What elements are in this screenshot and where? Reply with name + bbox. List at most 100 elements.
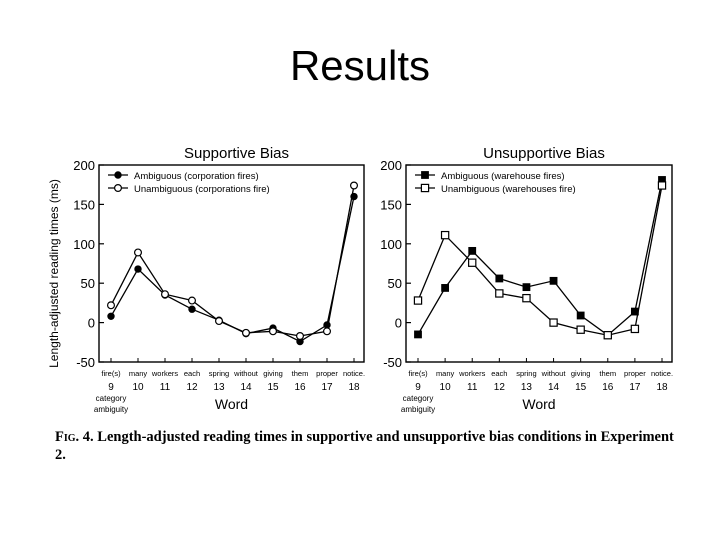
y-tick-label: 50 [81,276,95,291]
chart-title: Unsupportive Bias [483,145,605,162]
legend-label: Unambiguous (warehouses fire) [441,184,576,195]
data-point-1 [441,284,450,292]
x-tick-label: 12 [494,382,506,393]
legend-marker [420,183,430,193]
data-point-2 [133,248,142,257]
x-word-label: them [292,369,309,378]
x-word-label: notice. [651,369,673,378]
data-point-2 [323,327,332,336]
y-tick-label: 100 [380,237,402,252]
x-tick-label: 15 [267,382,279,393]
x-word-label: spring [516,369,536,378]
legend-marker [114,171,122,179]
x-word-label: proper [316,369,338,378]
x-word-label: each [184,369,200,378]
legend-label: Unambiguous (corporations fire) [134,184,270,195]
y-tick-label: 100 [73,237,95,252]
x-word-label: giving [263,369,283,378]
data-point-2 [106,301,115,310]
data-point-1 [495,274,504,283]
data-point-2 [160,290,169,299]
x-tick-label: 18 [348,382,360,393]
y-tick-label: 200 [380,158,402,173]
x-note-line-1: category [403,394,434,403]
x-word-label: fire(s) [408,369,428,378]
y-tick-label: 50 [388,276,402,291]
slide-title: Results [289,42,431,89]
x-word-label: many [436,369,455,378]
data-point-2 [576,325,585,334]
legend-marker [113,183,122,192]
data-point-2 [413,296,423,305]
data-point-1 [576,311,585,320]
plot-frame [98,164,365,363]
data-point-2 [549,318,558,327]
data-point-2 [188,296,197,305]
chart-panel-2: Unsupportive Bias 200 150 100 50 0 -50 fire(s) 9… [380,145,673,414]
y-axis-label: Length-adjusted reading times (ms) [47,179,61,368]
data-point-2 [630,324,640,334]
x-tick-label: 17 [321,382,333,393]
caption-text: Length-adjusted reading times in support… [55,429,674,463]
figure-caption: Fig. 4. Length-adjusted reading times in… [55,428,685,464]
y-tick-label: 200 [73,158,95,173]
x-tick-label: 16 [294,382,306,393]
data-point-2 [215,317,224,326]
x-tick-label: 13 [521,382,533,393]
x-tick-label: 9 [108,382,114,393]
y-tick-label: -50 [76,355,95,370]
data-point-1 [468,246,477,255]
caption-label: Fig. 4. [55,429,94,445]
x-tick-label: 16 [602,382,614,393]
y-tick-label: 150 [73,197,95,212]
x-word-label: fire(s) [101,369,121,378]
data-point-2 [657,181,667,190]
data-point-2 [522,293,531,303]
chart-panel-1: Supportive Bias 200 150 100 50 0 -50 Length-adj… [47,145,365,414]
data-point-1 [522,283,531,292]
legend-label: Ambiguous (corporation fires) [134,171,259,182]
x-word-label: many [129,369,148,378]
x-tick-label: 11 [467,382,478,393]
x-word-label: giving [571,369,591,378]
data-point-2 [242,328,251,337]
data-point-1 [549,276,558,285]
x-tick-label: 12 [186,382,198,393]
y-tick-label: 0 [395,316,402,331]
data-point-1 [414,330,422,339]
x-word-label: each [491,369,507,378]
x-tick-label: 17 [629,382,641,393]
series-line-2 [417,185,663,336]
data-point-2 [350,181,359,190]
x-note-line-2: ambiguity [401,405,435,414]
data-point-2 [440,230,450,240]
data-point-2 [495,289,504,298]
plot-frame [405,164,673,363]
x-axis-label: Word [522,396,555,412]
data-point-1 [107,312,115,320]
data-point-1 [188,305,196,313]
x-note-line-2: ambiguity [94,405,128,414]
figure: Supportive Bias 200 150 100 50 0 -50 Length-adj… [47,145,673,414]
y-tick-label: 150 [380,197,402,212]
x-tick-label: 15 [575,382,587,393]
data-point-2 [269,327,278,336]
x-note-line-1: category [96,394,127,403]
x-word-label: notice. [343,369,365,378]
x-word-label: spring [209,369,229,378]
x-tick-label: 10 [132,382,144,393]
data-point-2 [603,331,612,340]
x-word-label: workers [458,369,486,378]
x-axis-label: Word [215,396,248,412]
x-tick-label: 13 [213,382,225,393]
series-line-1 [417,179,663,337]
x-tick-label: 9 [415,382,421,393]
chart-title: Supportive Bias [184,145,289,162]
x-word-label: without [233,369,259,378]
x-word-label: proper [624,369,646,378]
series-line-1 [110,196,355,343]
x-tick-label: 14 [548,382,560,393]
data-point-2 [468,258,477,267]
x-tick-label: 14 [240,382,252,393]
data-point-2 [296,331,305,340]
